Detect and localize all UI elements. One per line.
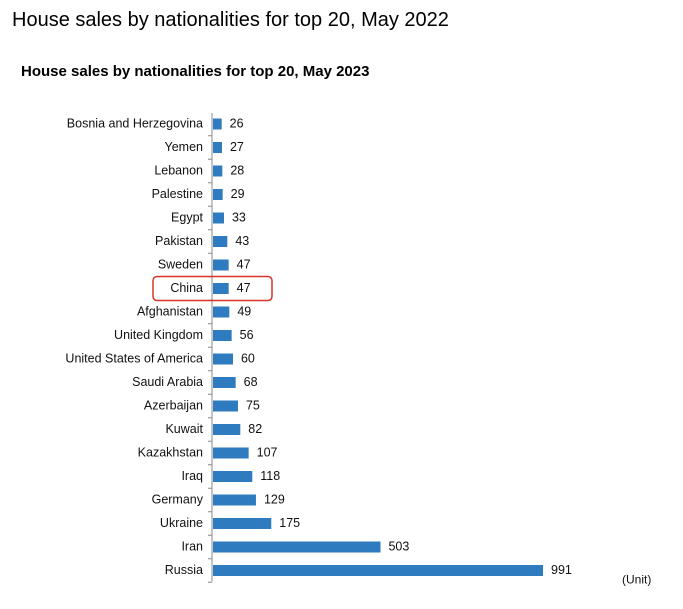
data-label: 175 [279, 516, 300, 530]
category-label: Russia [165, 563, 203, 577]
category-label: Sweden [158, 257, 203, 271]
category-label: Ukraine [160, 516, 203, 530]
chart-title: House sales by nationalities for top 20,… [21, 63, 370, 80]
bar-ukraine [213, 518, 272, 529]
category-label: Kuwait [165, 422, 203, 436]
bar-pakistan [213, 236, 228, 247]
data-label: 47 [237, 281, 251, 295]
bar-united-kingdom [213, 330, 232, 341]
category-label: Egypt [171, 210, 203, 224]
bar-kuwait [213, 424, 241, 435]
category-label: China [170, 281, 203, 295]
data-label: 60 [241, 351, 255, 365]
data-label: 991 [551, 563, 572, 577]
data-label: 82 [248, 422, 262, 436]
bar-azerbaijan [213, 400, 238, 412]
category-label: Kazakhstan [138, 445, 203, 459]
category-label: Bosnia and Herzegovina [67, 116, 203, 130]
data-label: 503 [388, 539, 409, 553]
category-label: Afghanistan [137, 304, 203, 318]
data-label: 26 [230, 116, 244, 130]
data-label: 75 [246, 398, 260, 412]
category-label: United States of America [65, 351, 203, 365]
data-label: 118 [260, 469, 280, 483]
bar-yemen [213, 142, 222, 153]
bar-egypt [213, 212, 224, 224]
category-label: Iran [181, 539, 203, 553]
data-label: 107 [257, 445, 278, 459]
data-label: 56 [240, 328, 254, 342]
bar-kazakhstan [213, 447, 249, 459]
page-title: House sales by nationalities for top 20,… [12, 9, 449, 31]
bar-lebanon [213, 165, 223, 177]
category-label: Lebanon [154, 163, 203, 177]
bar-united-states-of-america [213, 353, 233, 365]
bar-afghanistan [213, 306, 230, 318]
category-label: Saudi Arabia [132, 375, 203, 389]
data-label: 33 [232, 210, 246, 224]
category-label: Yemen [165, 140, 204, 154]
data-label: 49 [237, 304, 251, 318]
bar-sweden [213, 259, 229, 271]
data-label: 27 [230, 140, 244, 154]
data-label: 28 [230, 163, 244, 177]
bar-bosnia-and-herzegovina [213, 118, 222, 130]
unit-label: (Unit) [622, 573, 651, 587]
data-label: 68 [244, 375, 258, 389]
category-label: Iraq [181, 469, 203, 483]
data-label: 29 [231, 187, 245, 201]
bar-saudi-arabia [213, 377, 236, 388]
category-label: Palestine [152, 187, 203, 201]
bar-iraq [213, 471, 253, 482]
category-label: United Kingdom [114, 328, 203, 342]
bar-china [213, 283, 229, 294]
bar-iran [213, 541, 381, 553]
highlight-box [152, 275, 273, 302]
data-label: 47 [237, 257, 251, 271]
bar-russia [213, 565, 543, 576]
category-label: Pakistan [155, 234, 203, 248]
bar-palestine [213, 189, 223, 200]
category-label: Azerbaijan [144, 398, 203, 412]
bar-germany [213, 494, 256, 506]
data-label: 129 [264, 492, 285, 506]
data-label: 43 [235, 234, 249, 248]
category-label: Germany [152, 492, 204, 506]
